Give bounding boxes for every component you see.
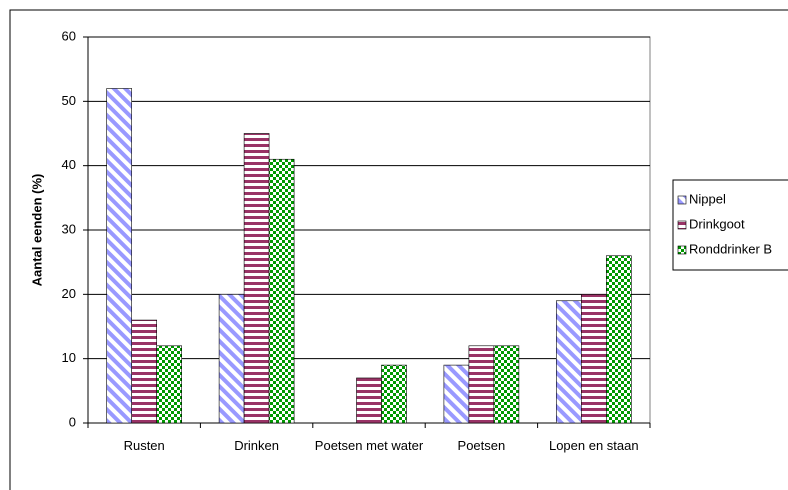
bar [131, 319, 157, 424]
bar [106, 88, 132, 424]
y-tick-label: 10 [62, 350, 76, 365]
bar [555, 300, 582, 424]
x-tick-label: Poetsen [457, 438, 506, 453]
y-axis-label: Aantal eenden (%) [29, 174, 44, 287]
bar [243, 133, 270, 424]
bar [268, 158, 295, 424]
y-tick-label: 60 [62, 28, 76, 43]
legend-label: Nippel [689, 191, 726, 206]
y-tick-label: 30 [62, 221, 76, 236]
legend-key [677, 245, 687, 255]
bar [156, 345, 182, 424]
chart-frame [9, 9, 788, 490]
y-tick-label: 40 [62, 157, 76, 172]
bar [381, 364, 407, 424]
x-tick-label: Drinken [234, 438, 279, 453]
legend-key [677, 195, 687, 205]
x-tick-label: Rusten [123, 438, 165, 453]
x-tick-label: Lopen en staan [548, 438, 639, 453]
y-tick-label: 20 [62, 286, 76, 301]
y-tick-label: 0 [69, 414, 76, 429]
x-tick-label: Poetsen met water [314, 438, 424, 453]
bar [605, 255, 632, 424]
bar [580, 294, 607, 424]
legend-label: Drinkgoot [689, 216, 745, 231]
legend-box [672, 179, 788, 271]
bar [493, 345, 520, 424]
bar [443, 364, 470, 424]
legend-label: Ronddrinker B [689, 241, 772, 256]
bar [468, 345, 495, 424]
bar [218, 294, 245, 424]
legend-key [677, 220, 687, 230]
y-tick-label: 50 [62, 93, 76, 108]
bar [356, 377, 382, 424]
